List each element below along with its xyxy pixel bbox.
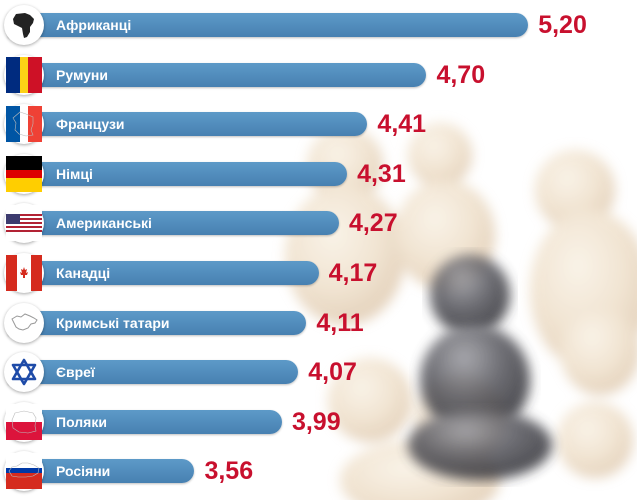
crimea-map-icon bbox=[4, 302, 44, 343]
value-label: 4,70 bbox=[436, 60, 486, 89]
bar-row: Поляки 3,99 bbox=[0, 401, 637, 442]
bar bbox=[8, 409, 282, 434]
bar-label: Французи bbox=[56, 116, 125, 133]
poland-flag-icon bbox=[4, 401, 44, 442]
bar-row: Африканці 5,20 bbox=[0, 5, 637, 45]
bar-label: Румуни bbox=[56, 66, 108, 83]
bar bbox=[8, 261, 319, 285]
value-label: 4,31 bbox=[357, 159, 406, 188]
bar-row: Французи 4,41 bbox=[0, 104, 637, 145]
bar-row: Румуни 4,70 bbox=[0, 54, 637, 95]
bar-label: Євреї bbox=[56, 364, 95, 381]
value-label: 4,27 bbox=[348, 209, 398, 238]
bar-label: Африканці bbox=[56, 17, 132, 33]
bar bbox=[8, 360, 299, 385]
bar-label: Канадці bbox=[56, 265, 111, 281]
germany-flag-icon bbox=[4, 153, 44, 194]
bar-row: Канадці 4,17 bbox=[0, 253, 637, 293]
bar bbox=[8, 211, 339, 236]
value-label: 4,11 bbox=[316, 308, 364, 337]
bar-label: Німці bbox=[56, 165, 93, 182]
bar bbox=[8, 112, 368, 137]
bar-label: Росіяни bbox=[56, 463, 111, 480]
value-label: 3,99 bbox=[291, 407, 341, 436]
canada-flag-icon bbox=[4, 253, 44, 293]
bar bbox=[8, 13, 529, 37]
france-flag-icon bbox=[4, 104, 44, 145]
africa-icon bbox=[4, 5, 44, 45]
bar bbox=[8, 161, 348, 186]
star-of-david-icon bbox=[4, 352, 44, 393]
bar-row: Росіяни 3,56 bbox=[0, 451, 637, 492]
bar-row: Євреї 4,07 bbox=[0, 352, 637, 393]
russia-flag-icon bbox=[4, 451, 44, 492]
romania-flag-icon bbox=[4, 54, 44, 95]
value-label: 5,20 bbox=[538, 11, 587, 39]
bar-row: Американські 4,27 bbox=[0, 203, 637, 244]
bar-row: Кримські татари 4,11 bbox=[0, 302, 637, 343]
bar bbox=[8, 310, 307, 335]
bar-label: Американські bbox=[56, 215, 152, 232]
value-label: 4,17 bbox=[328, 259, 378, 287]
bar-row: Німці 4,31 bbox=[0, 153, 637, 194]
usa-flag-icon bbox=[4, 203, 44, 244]
bar-label: Кримські татари bbox=[56, 314, 170, 331]
value-label: 4,07 bbox=[308, 358, 357, 387]
bar bbox=[8, 62, 427, 87]
value-label: 3,56 bbox=[204, 457, 254, 486]
bar-label: Поляки bbox=[56, 413, 107, 430]
value-label: 4,41 bbox=[377, 110, 427, 139]
